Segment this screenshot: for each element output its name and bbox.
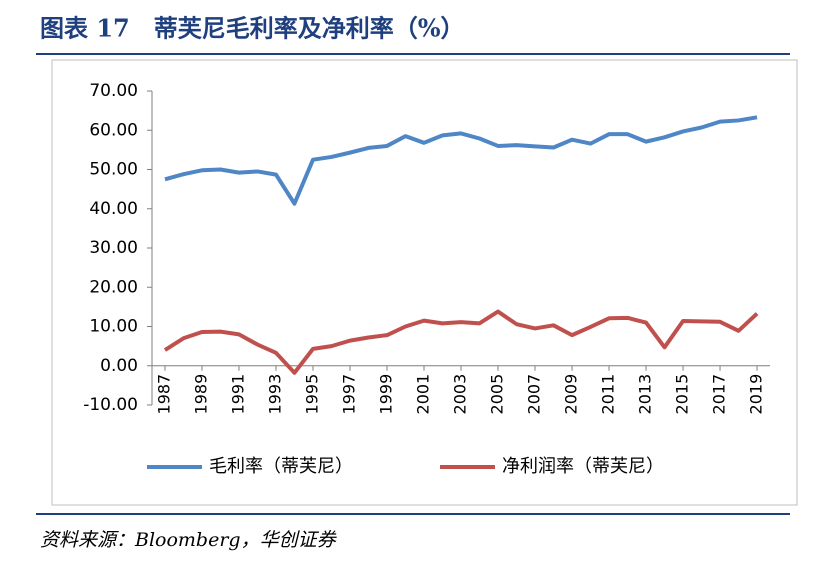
series-line: [164, 115, 758, 206]
y-tick-label: 70.00: [89, 81, 138, 101]
chart-title: 图表 17 蒂芙尼毛利率及净利率（%）: [40, 14, 465, 43]
y-tick-label: 10.00: [89, 317, 138, 337]
x-tick-label: 2007: [525, 374, 544, 415]
x-tick-label: 1995: [302, 374, 321, 415]
y-tick-label: 60.00: [89, 120, 138, 140]
legend-label: 净利润率（蒂芙尼）: [502, 456, 664, 477]
x-tick-label: 2005: [488, 374, 507, 415]
x-tick-label: 2017: [710, 374, 729, 415]
x-tick-label: 1997: [339, 374, 358, 415]
x-tick-label: 1999: [376, 374, 395, 415]
chart-frame: [51, 59, 798, 506]
y-tick-label: 40.00: [89, 199, 138, 219]
x-tick-label: 1991: [228, 374, 247, 415]
y-tick-label: 30.00: [89, 238, 138, 258]
series-line: [163, 309, 759, 375]
x-tick-label: 1987: [154, 374, 173, 415]
x-tick-label: 2019: [747, 374, 766, 415]
y-tick-label: 50.00: [89, 160, 138, 180]
legend-label: 毛利率（蒂芙尼）: [209, 456, 353, 477]
source-note: 资料来源：Bloomberg，华创证券: [40, 529, 338, 551]
x-tick-label: 2001: [413, 374, 432, 415]
x-tick-label: 2003: [451, 374, 470, 415]
y-tick-label: 0.00: [100, 356, 138, 376]
x-tick-label: 1993: [265, 374, 284, 415]
y-tick-label: 20.00: [89, 277, 138, 297]
x-tick-label: 2013: [636, 374, 655, 415]
x-tick-label: 2009: [562, 374, 581, 415]
x-tick-label: 1989: [191, 374, 210, 415]
x-tick-label: 2011: [599, 374, 618, 415]
x-tick-label: 2015: [673, 374, 692, 415]
y-tick-label: -10.00: [83, 395, 138, 415]
